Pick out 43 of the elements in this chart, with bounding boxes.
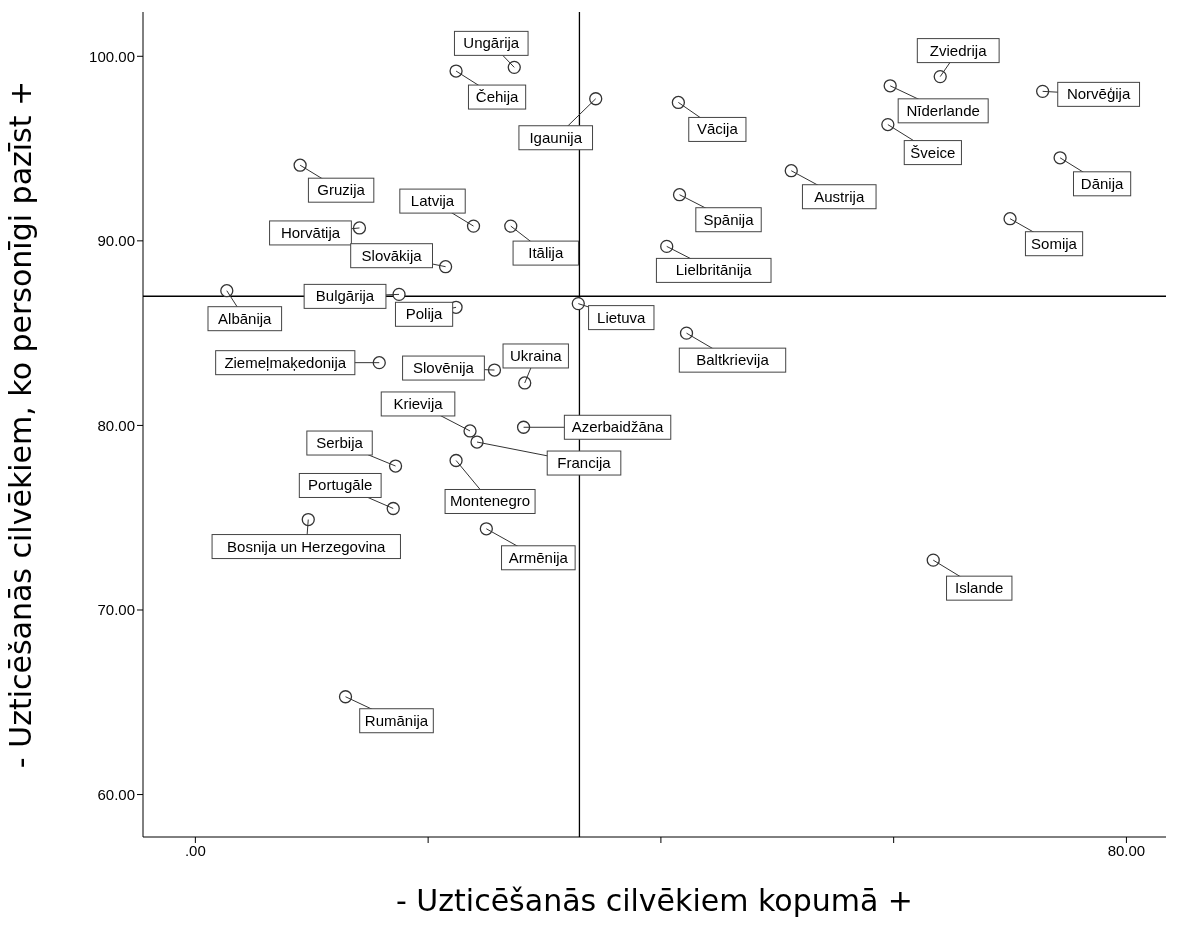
annotation: Krievija — [393, 394, 444, 412]
x-tick-label: .00 — [184, 841, 206, 859]
annotation: Somija — [1031, 234, 1078, 252]
annotation: Baltkrievija — [696, 351, 770, 369]
annotation: Armēnija — [508, 548, 569, 566]
annotation: Bosnija un Herzegovina — [227, 537, 387, 555]
annotation: Bulgārija — [315, 287, 375, 305]
annotation: Itālija — [528, 244, 564, 262]
annotation: Norvēģija — [1066, 85, 1131, 103]
y-tick-label: 80.00 — [97, 416, 135, 434]
annotation: Ukraina — [509, 346, 563, 364]
annotation: Islande — [955, 579, 1004, 597]
annotation: Spānija — [703, 210, 755, 228]
annotation: Slovēnija — [413, 359, 475, 377]
y-tick-label: 100.00 — [89, 47, 135, 65]
annotation: Šveice — [910, 143, 956, 161]
annotation: Ungārija — [463, 34, 520, 52]
annotation: Lietuva — [597, 308, 647, 326]
annotation: Vācija — [696, 120, 739, 138]
annotation: Lielbritānija — [675, 261, 753, 279]
annotation: Francija — [557, 454, 612, 472]
annotation: Albānija — [218, 309, 273, 327]
annotation: Nīderlande — [906, 101, 980, 119]
annotation: Serbija — [316, 434, 364, 452]
y-tick-label: 60.00 — [97, 785, 135, 803]
annotation: Latvija — [410, 192, 455, 210]
x-axis-title: - Uzticēšanās cilvēkiem kopumā + — [396, 883, 913, 918]
annotation: Gruzija — [317, 181, 366, 199]
annotation: Montenegro — [450, 492, 531, 510]
annotation: Dānija — [1080, 174, 1125, 192]
annotation: Čehija — [475, 88, 519, 106]
y-tick-label: 70.00 — [97, 601, 135, 619]
annotation: Horvātija — [280, 223, 341, 241]
annotation: Azerbaidžāna — [571, 418, 665, 436]
annotation: Igaunija — [529, 128, 583, 146]
annotation: Ziemeļmaķedonija — [224, 353, 347, 371]
annotation: Austrija — [814, 187, 865, 205]
annotation: Zviedrija — [929, 41, 988, 59]
y-tick-label: 90.00 — [97, 232, 135, 250]
annotation: Portugāle — [308, 476, 373, 494]
annotation: Slovākija — [361, 246, 423, 264]
annotation: Polija — [405, 305, 444, 323]
annotation: Rumānija — [364, 711, 429, 729]
